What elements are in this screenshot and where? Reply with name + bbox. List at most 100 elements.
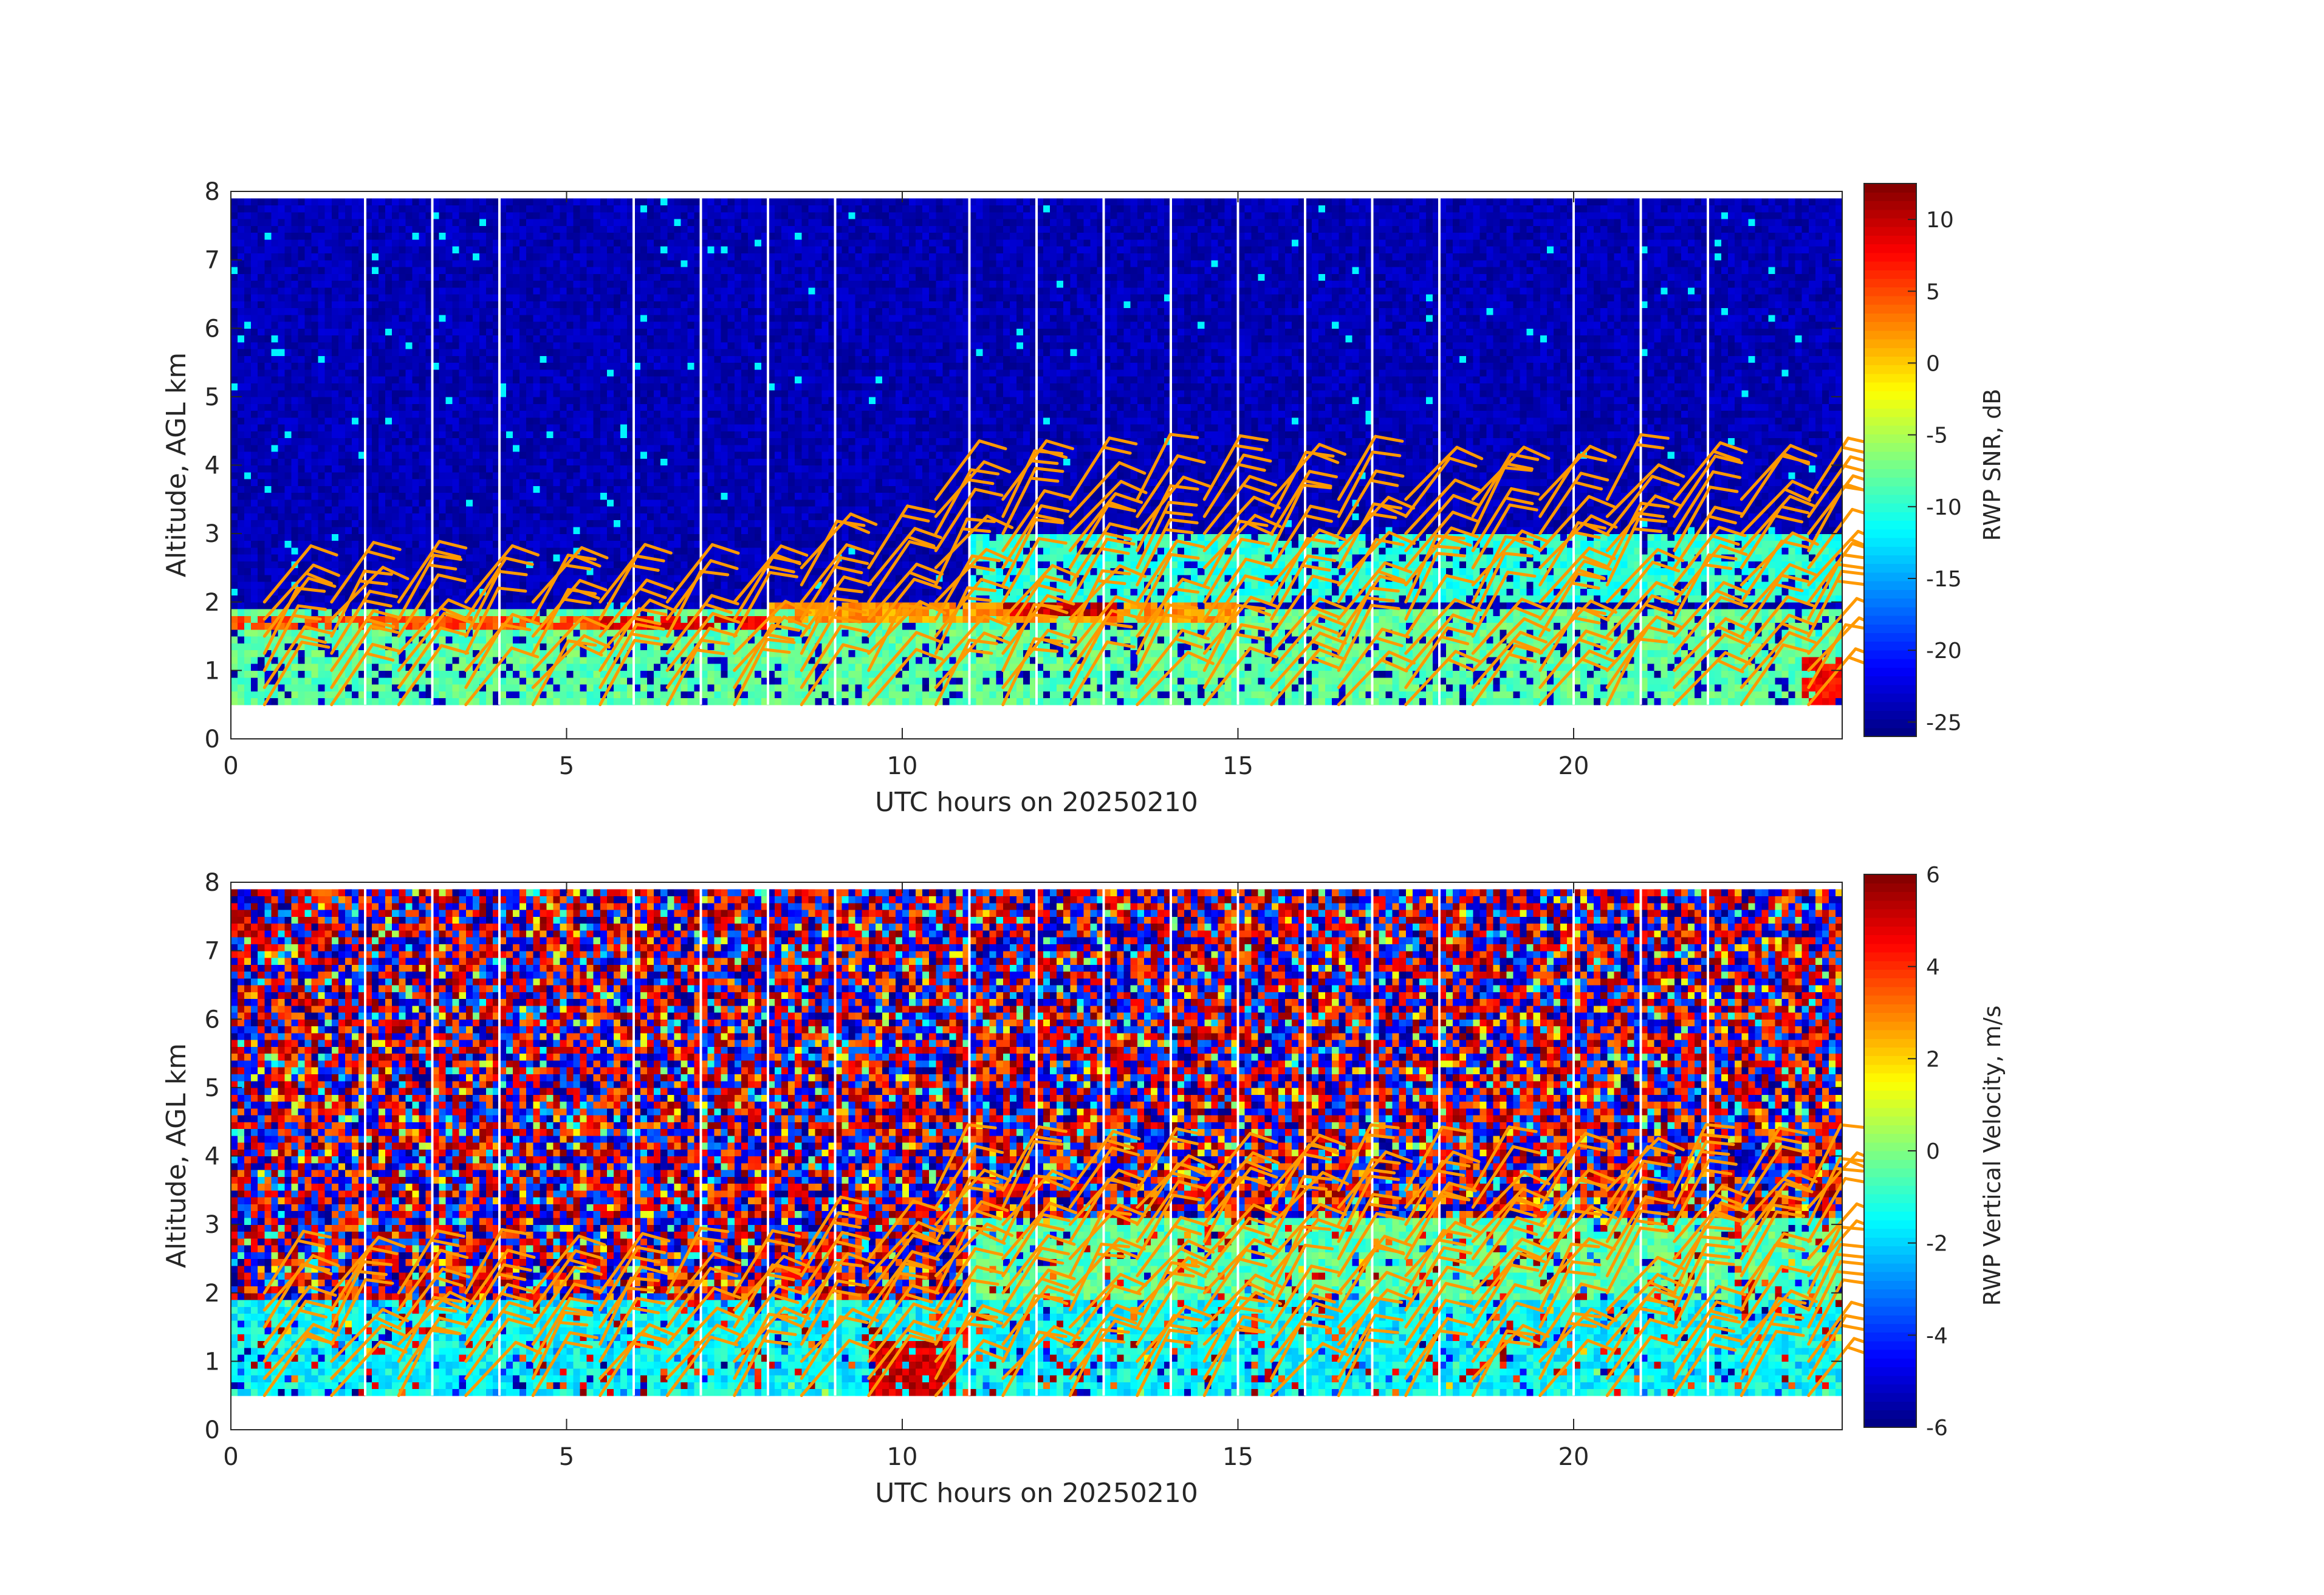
heatmap-cell <box>540 698 547 705</box>
heatmap-cell <box>284 561 292 568</box>
heatmap-cell <box>271 383 278 390</box>
heatmap-cell <box>473 403 480 411</box>
heatmap-cell <box>278 561 285 568</box>
heatmap-cell <box>251 335 258 343</box>
heatmap-cell <box>278 437 285 445</box>
heatmap-cell <box>251 445 258 452</box>
heatmap-cell <box>385 636 392 643</box>
heatmap-cell <box>291 280 298 287</box>
heatmap-cell <box>594 273 601 281</box>
heatmap-cell <box>264 390 272 397</box>
heatmap-cell <box>305 390 312 397</box>
heatmap-cell <box>533 287 540 295</box>
heatmap-cell <box>271 424 278 431</box>
heatmap-cell <box>526 657 533 664</box>
heatmap-cell <box>439 684 447 691</box>
heatmap-cell <box>419 698 426 705</box>
heatmap-cell <box>546 547 554 555</box>
heatmap-cell <box>553 198 560 205</box>
heatmap-cell <box>352 575 359 582</box>
heatmap-cell <box>546 602 554 609</box>
heatmap-cell <box>379 273 386 281</box>
heatmap-cell <box>385 280 392 287</box>
heatmap-cell <box>399 533 406 541</box>
heatmap-cell <box>258 328 265 335</box>
heatmap-cell <box>372 280 379 287</box>
heatmap-cell <box>594 328 601 335</box>
heatmap-cell <box>459 328 467 335</box>
heatmap-cell <box>600 485 608 493</box>
heatmap-cell <box>325 349 332 356</box>
heatmap-cell <box>298 451 306 459</box>
heatmap-cell <box>244 424 252 431</box>
heatmap-cell <box>291 493 298 500</box>
heatmap-cell <box>513 239 520 247</box>
heatmap-cell <box>459 376 467 383</box>
heatmap-cell <box>251 458 258 465</box>
heatmap-cell <box>453 294 460 301</box>
heatmap-cell <box>473 205 480 213</box>
heatmap-cell <box>540 219 547 226</box>
heatmap-cell <box>546 294 554 301</box>
heatmap-cell <box>546 445 554 452</box>
heatmap-cell <box>600 410 608 417</box>
heatmap-cell <box>231 328 238 335</box>
heatmap-cell <box>513 691 520 698</box>
heatmap-cell <box>466 417 473 425</box>
heatmap-cell <box>594 540 601 547</box>
heatmap-cell <box>284 581 292 589</box>
heatmap-cell <box>278 485 285 493</box>
heatmap-cell <box>459 431 467 438</box>
heatmap-cell <box>385 315 392 322</box>
heatmap-cell <box>587 198 594 205</box>
heatmap-cell <box>466 499 473 507</box>
heatmap-cell <box>405 472 413 479</box>
heatmap-cell <box>291 458 298 465</box>
heatmap-cell <box>553 253 560 260</box>
heatmap-cell <box>238 287 245 295</box>
heatmap-cell <box>473 294 480 301</box>
heatmap-cell <box>405 321 413 329</box>
heatmap-cell <box>580 205 588 213</box>
heatmap-cell <box>399 355 406 363</box>
heatmap-cell <box>372 328 379 335</box>
heatmap-cell <box>385 472 392 479</box>
heatmap-cell <box>412 540 419 547</box>
heatmap-cell <box>446 698 453 705</box>
heatmap-cell <box>345 691 352 698</box>
heatmap-cell <box>574 677 581 685</box>
heatmap-cell <box>519 485 527 493</box>
heatmap-cell <box>519 225 527 233</box>
heatmap-cell <box>312 397 319 404</box>
heatmap-cell <box>594 431 601 438</box>
heatmap-cell <box>587 376 594 383</box>
heatmap-cell <box>446 664 453 671</box>
heatmap-cell <box>258 547 265 555</box>
heatmap-cell <box>553 451 560 459</box>
heatmap-cell <box>372 513 379 520</box>
heatmap-cell <box>305 698 312 705</box>
heatmap-cell <box>251 239 258 247</box>
heatmap-cell <box>600 280 608 287</box>
heatmap-cell <box>338 431 346 438</box>
heatmap-cell <box>338 294 346 301</box>
heatmap-cell <box>519 513 527 520</box>
heatmap-cell <box>419 273 426 281</box>
heatmap-cell <box>553 273 560 281</box>
heatmap-cell <box>278 239 285 247</box>
heatmap-cell <box>533 363 540 370</box>
heatmap-cell <box>238 588 245 595</box>
heatmap-cell <box>305 451 312 459</box>
heatmap-cell <box>231 308 238 315</box>
heatmap-cell <box>446 403 453 411</box>
heatmap-cell <box>412 445 419 452</box>
heatmap-cell <box>453 335 460 343</box>
heatmap-cell <box>291 431 298 438</box>
heatmap-cell <box>526 397 533 404</box>
heatmap-cell <box>231 520 238 527</box>
heatmap-cell <box>392 520 399 527</box>
heatmap-cell <box>526 609 533 616</box>
heatmap-cell <box>519 657 527 664</box>
heatmap-cell <box>453 253 460 260</box>
heatmap-cell <box>385 664 392 671</box>
